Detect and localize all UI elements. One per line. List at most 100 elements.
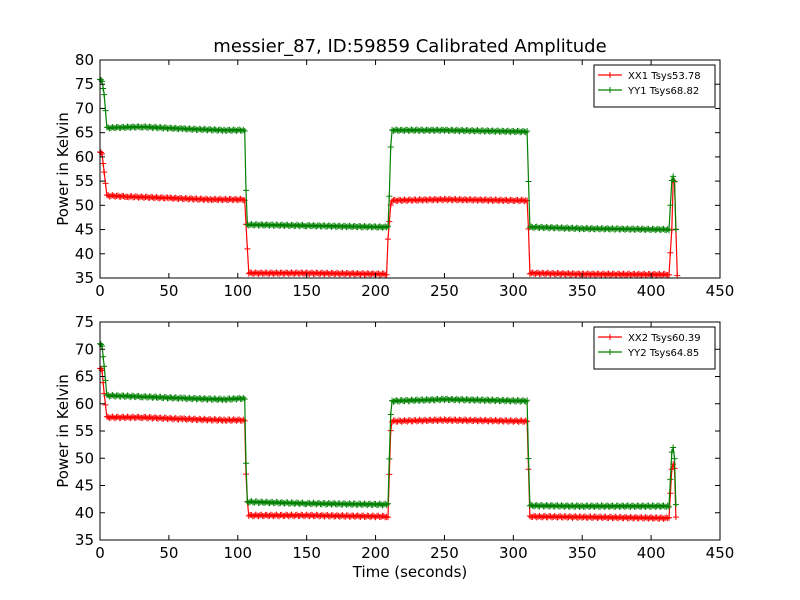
bottom-series-point [384,514,391,521]
bottom-series-point [608,502,615,509]
top-series-point [182,194,189,201]
bottom-series-point [380,513,387,520]
bottom-series-point [609,515,616,522]
top-series-point [383,271,390,278]
bottom-series-point [670,444,677,451]
top-series-point [431,196,438,203]
bottom-series-point [668,466,675,473]
bottom-y-tick-label: 65 [75,368,94,386]
bottom-series-point [300,513,307,520]
top-series-point [361,222,368,229]
bottom-series-point [672,501,679,508]
top-series-point [619,225,626,232]
bottom-series-point [298,500,305,507]
top-series-point [635,270,642,277]
top-series-point [521,128,528,135]
top-series-point [558,224,565,231]
bottom-series-point [459,418,466,425]
bottom-series-point [397,397,404,404]
bottom-series-point [524,397,531,404]
top-series-point [434,197,441,204]
bottom-series-layer [97,340,679,522]
bottom-series-point [240,394,247,401]
top-series-point [386,193,393,200]
top-y-tick-label: 75 [75,75,94,93]
bottom-series-point [507,417,514,424]
top-series-point [652,227,659,234]
bottom-series-point [671,455,678,462]
top-series-point [120,193,127,200]
bottom-x-tick-label: 150 [292,544,321,562]
bottom-series-point [641,503,648,510]
top-y-tick-label: 55 [75,172,94,190]
top-series-point [333,269,340,276]
top-series-point [522,129,529,136]
top-series-point [127,124,134,131]
top-series-point [276,222,283,229]
top-series-point [181,125,188,132]
top-x-tick-label: 150 [292,282,321,300]
bottom-series-point [591,513,598,520]
top-series-point [310,222,317,229]
top-series-point [584,270,591,277]
top-series-point [230,126,237,133]
bottom-y-axis-label: Power in Kelvin [54,374,72,488]
top-series-point [518,196,525,203]
top-x-tick-label: 450 [706,282,735,300]
bottom-series-point [299,499,306,506]
top-x-tick-label: 100 [223,282,252,300]
top-series-point [367,271,374,278]
top-legend-marker-2 [607,87,613,93]
bottom-series-point [135,413,142,420]
top-y-tick-label: 65 [75,124,94,142]
top-series-point [201,125,208,132]
top-series-point [109,192,116,199]
bottom-series-point [384,500,391,507]
top-series-point [441,195,448,202]
bottom-y-tick-label: 50 [75,449,94,467]
top-series-line-2 [99,79,677,231]
bottom-series-point [343,501,350,508]
top-series-point [243,187,250,194]
top-series-point [398,198,405,205]
top-series-point [300,270,307,277]
top-y-tick-label: 60 [75,148,94,166]
top-ticks: 0 50 100 150 200 250 300 350 400 450 35 40 45 50 55 60 6… [75,51,734,300]
top-series-point [294,221,301,228]
bottom-series-point [383,501,390,508]
bottom-series-point [666,504,673,511]
bottom-series-point [106,415,113,422]
bottom-series-point [430,396,437,403]
bottom-series-point [598,514,605,521]
bottom-series-point [276,500,283,507]
bottom-x-tick-label: 400 [637,544,666,562]
bottom-legend-label-1: XX2 Tsys60.39 [628,333,701,344]
top-series-point [237,195,244,202]
bottom-series-point [226,395,233,402]
top-series-point [244,245,251,252]
bottom-series-point [386,455,393,462]
top-series-point [521,198,528,205]
top-y-tick-label: 80 [75,51,94,69]
bottom-series-point [203,416,210,423]
top-x-tick-label: 350 [568,282,597,300]
bottom-series-point [265,499,272,506]
bottom-series-point [338,512,345,519]
top-series-markers-2 [97,76,679,234]
top-series-point [349,270,356,277]
top-series-point [492,196,499,203]
bottom-series-point [502,398,509,405]
top-series-point [216,195,223,202]
bottom-x-tick-label: 100 [223,544,252,562]
bottom-series-point [102,401,109,408]
bottom-series-point [356,513,363,520]
top-x-tick-label: 400 [637,282,666,300]
top-series-point [232,195,239,202]
top-series-point [671,178,678,185]
top-series-point [386,218,393,225]
top-series-point [451,128,458,135]
bottom-series-point [514,418,521,425]
top-series-point [524,128,531,135]
bottom-series-point [249,513,256,520]
